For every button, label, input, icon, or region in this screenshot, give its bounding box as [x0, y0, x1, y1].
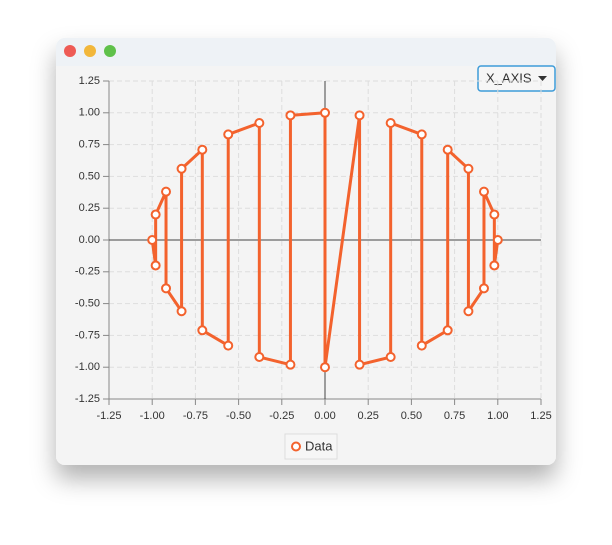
x-tick-label: 0.75	[444, 410, 465, 422]
y-tick-label: -1.00	[75, 361, 100, 373]
data-point	[416, 340, 427, 351]
x-tick-label: -0.50	[226, 410, 251, 422]
dropdown-arrow[interactable]	[538, 76, 547, 81]
zoom-button[interactable]	[104, 45, 116, 57]
data-point	[489, 209, 500, 220]
x-tick-label: 0.00	[314, 410, 335, 422]
data-point	[442, 325, 453, 336]
y-tick-label: -0.50	[75, 298, 100, 310]
title-bar	[56, 38, 556, 66]
dropdown-text[interactable]: X_AXIS	[486, 70, 532, 85]
window	[56, 38, 556, 465]
data-point	[478, 283, 489, 294]
data-point	[176, 163, 187, 174]
data-point	[161, 186, 172, 197]
dropdown[interactable]: X_AXIS	[477, 65, 556, 92]
data-point	[478, 186, 489, 197]
y-tick-label: 0.25	[79, 202, 100, 214]
data-point	[147, 235, 158, 245]
y-tick-label: 0.00	[79, 234, 100, 246]
data-point	[320, 107, 330, 118]
data-point	[223, 340, 234, 351]
data-point	[463, 163, 474, 174]
data-point	[161, 283, 172, 294]
data-point	[385, 352, 396, 363]
data-point	[463, 306, 474, 317]
dropdown-box[interactable]	[477, 65, 556, 92]
y-tick-label: 1.25	[79, 75, 100, 87]
y-tick-label: -0.75	[75, 329, 100, 341]
data-point	[354, 359, 365, 370]
data-point	[354, 110, 365, 121]
x-tick-label: -0.75	[183, 410, 208, 422]
data-point	[385, 117, 396, 128]
legend-symbol	[291, 441, 301, 452]
data-point	[150, 260, 161, 271]
data-point	[150, 209, 161, 220]
data-point	[223, 129, 234, 140]
x-tick-label: -1.00	[140, 410, 165, 422]
data-point	[492, 235, 503, 245]
series-line	[150, 111, 500, 369]
data-point	[489, 260, 500, 271]
minimize-button[interactable]	[84, 45, 96, 57]
x-tick-label: -1.25	[96, 410, 121, 422]
data-point	[416, 129, 427, 140]
x-tick-label: 0.50	[401, 410, 422, 422]
data-point	[442, 144, 453, 155]
data-point	[254, 117, 265, 128]
close-button[interactable]	[64, 45, 76, 57]
data-point	[285, 359, 296, 370]
x-tick-label: -0.25	[269, 410, 294, 422]
legend-label: Data	[305, 438, 333, 453]
data-point	[176, 306, 187, 317]
x-tick-label: 1.00	[487, 410, 508, 422]
y-tick-label: -0.25	[75, 266, 100, 278]
data-point	[254, 352, 265, 363]
y-tick-label: 1.00	[79, 107, 100, 119]
y-tick-label: 0.75	[79, 139, 100, 151]
data-point	[197, 325, 208, 336]
plot: -1.25 -1.00 -0.75 -0.50 -0.25 0.00 0.25 0.50 0.7…	[75, 75, 552, 460]
x-tick-label: 0.25	[357, 410, 378, 422]
y-tick-label: 0.50	[79, 170, 100, 182]
data-point	[320, 362, 330, 373]
legend: Data	[284, 433, 338, 460]
data-point	[197, 144, 208, 155]
data-point	[285, 110, 296, 121]
y-tick-label: -1.25	[75, 393, 100, 405]
x-tick-label: 1.25	[530, 410, 551, 422]
